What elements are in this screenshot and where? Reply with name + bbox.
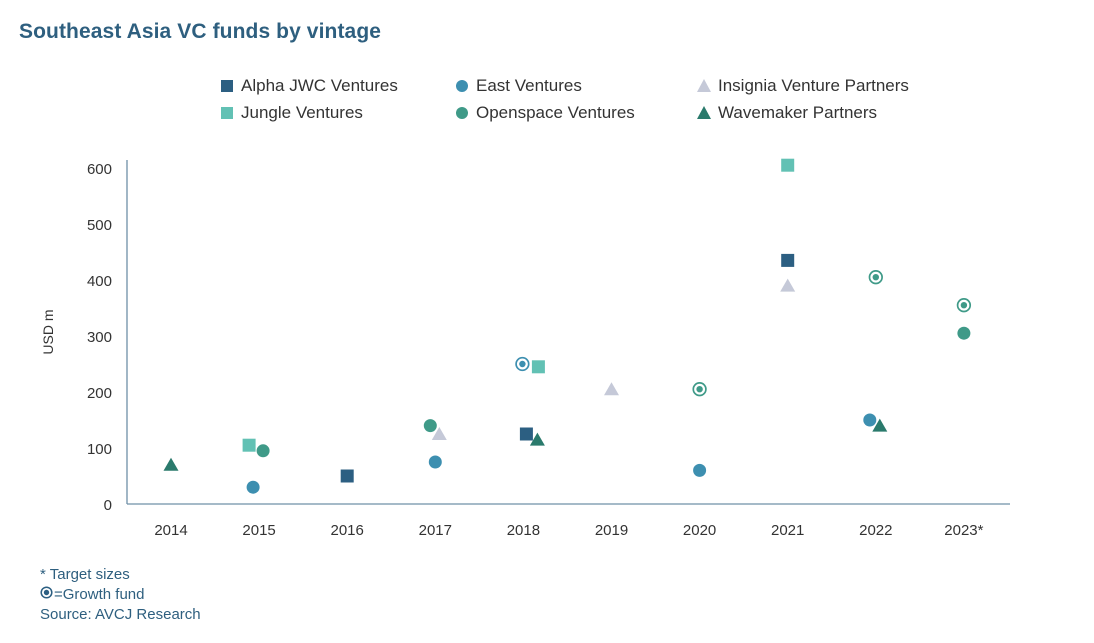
y-tick-label: 300 <box>87 329 112 346</box>
square-marker-icon <box>220 79 234 93</box>
y-tick-label: 500 <box>87 217 112 234</box>
circle-marker-icon <box>455 79 469 93</box>
circle-point <box>246 480 260 494</box>
circle-point <box>863 413 877 427</box>
y-tick-label: 600 <box>87 161 112 178</box>
x-tick-label: 2020 <box>683 522 716 539</box>
legend-label-wavemaker: Wavemaker Partners <box>718 103 878 122</box>
legend: Alpha JWC Ventures East Ventures Insigni… <box>0 70 1094 130</box>
triangle-marker-icon <box>697 79 711 93</box>
y-tick-label: 100 <box>87 441 112 458</box>
x-tick-label: 2019 <box>595 522 628 539</box>
triangle-point <box>431 427 447 440</box>
legend-item-east: East Ventures <box>455 76 582 96</box>
circle-point <box>957 326 971 340</box>
square-point <box>531 360 545 374</box>
y-axis-label: USD m <box>40 309 56 354</box>
square-marker-icon <box>220 106 234 120</box>
square-point <box>519 427 533 441</box>
y-tick-label: 200 <box>87 385 112 402</box>
square-point <box>340 469 354 483</box>
square-point <box>242 438 256 452</box>
y-tick-label: 0 <box>104 497 112 514</box>
legend-item-openspace: Openspace Ventures <box>455 103 635 123</box>
x-tick-label: 2016 <box>331 522 364 539</box>
x-tick-label: 2022 <box>859 522 892 539</box>
triangle-point <box>529 432 545 446</box>
x-tick-label: 2014 <box>154 522 187 539</box>
triangle-point <box>780 278 796 292</box>
legend-item-alpha: Alpha JWC Ventures <box>220 76 398 96</box>
growth-fund-point-core <box>960 302 968 309</box>
legend-label-insignia: Insignia Venture Partners <box>718 76 909 95</box>
circle-point <box>693 463 707 477</box>
legend-label-alpha: Alpha JWC Ventures <box>241 76 398 95</box>
scatter-chart: 0 100 200 300 400 500 600 2014 2015 2016 2017 2018 2… <box>40 158 1010 539</box>
legend-item-wavemaker: Wavemaker Partners <box>697 103 877 123</box>
chart-title: Southeast Asia VC funds by vintage <box>19 20 382 43</box>
legend-item-insignia: Insignia Venture Partners <box>697 76 909 96</box>
circle-marker-icon <box>455 106 469 120</box>
note-target: * Target sizes <box>40 566 130 583</box>
growth-fund-point-core <box>872 274 879 281</box>
square-point <box>781 253 795 267</box>
circle-point <box>423 419 437 433</box>
square-point <box>781 158 795 172</box>
x-tick-label: 2018 <box>507 522 540 539</box>
footnotes: * Target sizes =Growth fund Source: AVCJ… <box>40 565 201 625</box>
note-source: Source: AVCJ Research <box>40 606 201 623</box>
note-growth: =Growth fund <box>40 585 201 605</box>
triangle-marker-icon <box>697 106 711 120</box>
x-tick-label: 2023* <box>944 522 983 539</box>
circle-point <box>256 444 270 458</box>
triangle-point <box>163 457 179 471</box>
x-tick-label: 2015 <box>242 522 275 539</box>
growth-fund-icon <box>40 585 53 605</box>
growth-fund-point-core <box>519 360 526 368</box>
growth-fund-point-core <box>696 386 703 393</box>
note-growth-text: =Growth fund <box>54 586 145 603</box>
y-tick-label: 400 <box>87 273 112 290</box>
circle-point <box>428 455 442 469</box>
x-tick-label: 2021 <box>771 522 804 539</box>
legend-label-east: East Ventures <box>476 76 582 95</box>
legend-label-jungle: Jungle Ventures <box>241 103 363 122</box>
legend-item-jungle: Jungle Ventures <box>220 103 363 123</box>
legend-label-openspace: Openspace Ventures <box>476 103 635 122</box>
triangle-point <box>872 418 888 432</box>
triangle-point <box>604 382 619 396</box>
x-tick-label: 2017 <box>419 522 452 539</box>
